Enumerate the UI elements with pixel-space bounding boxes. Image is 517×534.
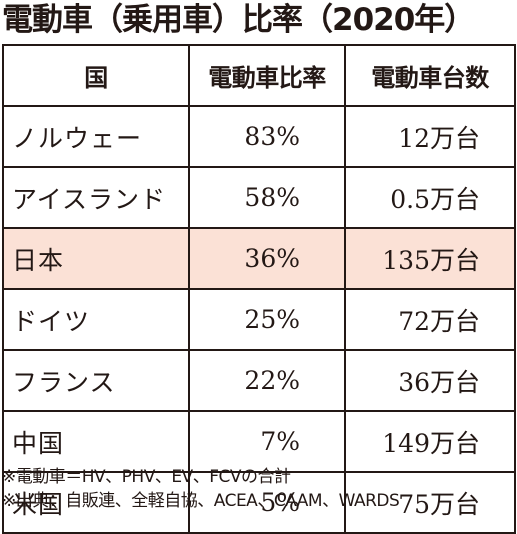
table-header-row: 国 電動車比率 電動車台数 bbox=[2, 44, 516, 107]
column-header-country: 国 bbox=[2, 44, 190, 107]
count-cell: 12万台 bbox=[344, 105, 516, 168]
ev-ratio-table: 国 電動車比率 電動車台数 ノルウェー 83% 12万台 アイスランド 58% … bbox=[2, 44, 516, 534]
ratio-cell: 83% bbox=[188, 105, 346, 168]
table-row: 中国 7% 149万台 bbox=[2, 410, 516, 473]
country-cell: 日本 bbox=[2, 227, 190, 290]
page-title: 電動車（乗用車）比率（2020年） bbox=[2, 2, 475, 38]
country-cell: ドイツ bbox=[2, 288, 190, 351]
ratio-cell: 7% bbox=[188, 410, 346, 473]
count-cell: 135万台 bbox=[344, 227, 516, 290]
table-row: アイスランド 58% 0.5万台 bbox=[2, 166, 516, 229]
column-header-ratio: 電動車比率 bbox=[188, 44, 346, 107]
table-row: ドイツ 25% 72万台 bbox=[2, 288, 516, 351]
ratio-cell: 22% bbox=[188, 349, 346, 412]
count-cell: 36万台 bbox=[344, 349, 516, 412]
ratio-cell: 36% bbox=[188, 227, 346, 290]
ratio-cell: 58% bbox=[188, 166, 346, 229]
footnotes: ※電動車＝HV、PHV、EV、FCVの合計 ※出典：自販連、全軽自協、ACEA、… bbox=[2, 465, 400, 513]
footnote-source: ※出典：自販連、全軽自協、ACEA、CAAM、WARDS bbox=[2, 491, 400, 511]
table-row: ノルウェー 83% 12万台 bbox=[2, 105, 516, 168]
country-cell: フランス bbox=[2, 349, 190, 412]
count-cell: 72万台 bbox=[344, 288, 516, 351]
table-row: フランス 22% 36万台 bbox=[2, 349, 516, 412]
count-cell: 149万台 bbox=[344, 410, 516, 473]
column-header-count: 電動車台数 bbox=[344, 44, 516, 107]
table-row-highlighted: 日本 36% 135万台 bbox=[2, 227, 516, 290]
footnote-definition: ※電動車＝HV、PHV、EV、FCVの合計 bbox=[2, 467, 291, 487]
country-cell: ノルウェー bbox=[2, 105, 190, 168]
ratio-cell: 25% bbox=[188, 288, 346, 351]
country-cell: アイスランド bbox=[2, 166, 190, 229]
count-cell: 0.5万台 bbox=[344, 166, 516, 229]
country-cell: 中国 bbox=[2, 410, 190, 473]
